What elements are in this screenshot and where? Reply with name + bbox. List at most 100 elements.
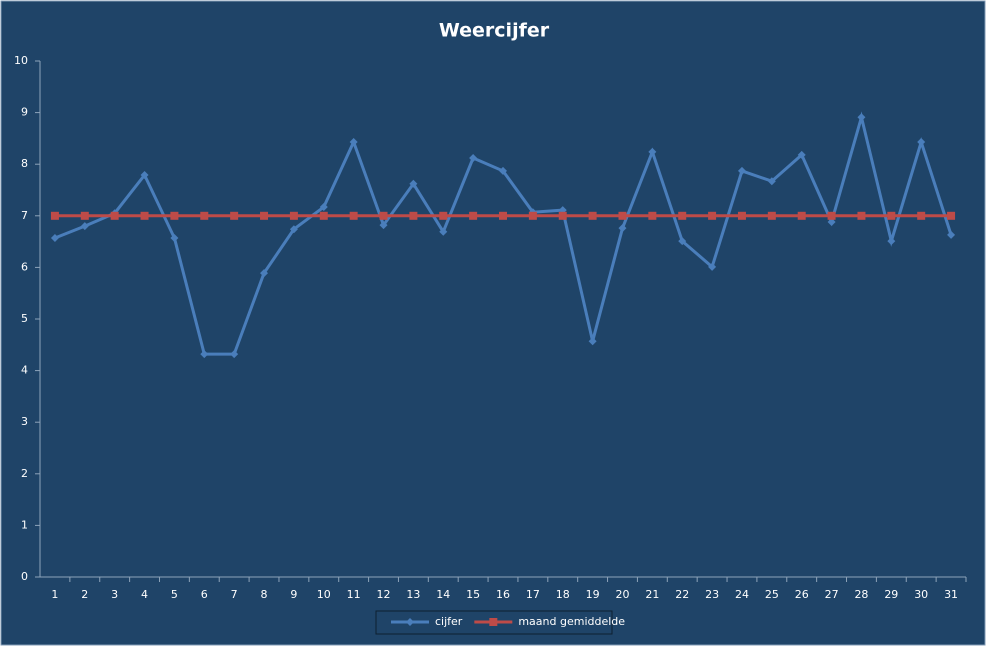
legend-label: cijfer	[435, 615, 463, 628]
data-point	[917, 138, 926, 147]
x-tick-label: 4	[141, 588, 148, 601]
x-tick-label: 17	[526, 588, 540, 601]
data-point	[349, 138, 358, 147]
x-tick-label: 2	[81, 588, 88, 601]
x-tick-label: 31	[944, 588, 958, 601]
data-point	[50, 211, 59, 220]
y-tick-label: 1	[21, 518, 28, 531]
x-tick-label: 13	[406, 588, 420, 601]
data-point	[200, 350, 209, 359]
data-point	[678, 211, 687, 220]
data-point	[289, 225, 298, 234]
data-point	[170, 211, 179, 220]
data-point	[588, 211, 597, 220]
x-tick-label: 27	[825, 588, 839, 601]
chart-title: Weercijfer	[439, 20, 550, 42]
data-point	[499, 166, 507, 175]
data-point	[618, 224, 627, 233]
data-point	[947, 211, 956, 220]
data-point	[887, 237, 896, 246]
x-tick-label: 16	[496, 588, 510, 601]
x-tick-label: 24	[735, 588, 749, 601]
y-tick-label: 3	[21, 415, 28, 428]
x-tick-label: 3	[111, 588, 118, 601]
data-point	[648, 211, 657, 220]
x-tick-label: 20	[615, 588, 629, 601]
x-tick-label: 8	[261, 588, 268, 601]
data-point	[110, 211, 119, 220]
x-tick-label: 29	[884, 588, 898, 601]
y-tick-label: 4	[21, 364, 28, 377]
data-point	[409, 179, 418, 188]
data-point	[887, 211, 896, 220]
data-point	[528, 211, 537, 220]
legend-marker	[406, 618, 414, 626]
x-tick-label: 15	[466, 588, 480, 601]
x-tick-label: 28	[854, 588, 868, 601]
data-point	[708, 211, 717, 220]
data-point	[797, 150, 806, 159]
data-point	[170, 233, 179, 242]
data-point	[140, 211, 149, 220]
x-tick-label: 18	[556, 588, 570, 601]
data-point	[289, 211, 298, 220]
data-point	[827, 211, 836, 220]
y-tick-label: 10	[14, 54, 28, 67]
x-tick-label: 19	[586, 588, 600, 601]
data-point	[469, 154, 478, 163]
x-tick-label: 9	[290, 588, 297, 601]
data-point	[379, 211, 388, 220]
data-point	[827, 217, 836, 226]
data-point	[260, 269, 269, 278]
x-tick-label: 1	[51, 588, 58, 601]
data-point	[588, 337, 597, 346]
x-tick-label: 21	[645, 588, 659, 601]
data-point	[767, 211, 776, 220]
data-point	[737, 166, 746, 175]
x-tick-label: 7	[231, 588, 238, 601]
data-point	[50, 233, 59, 242]
data-point	[230, 350, 239, 359]
legend-marker	[489, 618, 498, 626]
x-tick-label: 10	[317, 588, 331, 601]
y-tick-label: 9	[21, 106, 28, 119]
data-point	[439, 227, 448, 236]
y-tick-label: 5	[21, 312, 28, 325]
data-point	[857, 113, 866, 122]
y-tick-label: 8	[21, 157, 28, 170]
data-point	[319, 211, 328, 220]
data-point	[708, 262, 717, 271]
data-point	[648, 147, 657, 156]
data-point	[469, 211, 478, 220]
y-tick-label: 6	[21, 260, 28, 273]
data-point	[80, 211, 89, 220]
x-tick-label: 12	[377, 588, 391, 601]
x-tick-label: 30	[914, 588, 928, 601]
x-tick-label: 26	[795, 588, 809, 601]
x-tick-label: 11	[347, 588, 361, 601]
x-tick-label: 25	[765, 588, 779, 601]
y-tick-label: 7	[21, 209, 28, 222]
data-point	[379, 221, 388, 230]
data-point	[80, 222, 89, 231]
x-tick-label: 5	[171, 588, 178, 601]
x-tick-label: 23	[705, 588, 719, 601]
data-point	[917, 211, 926, 220]
data-point	[260, 211, 269, 220]
data-point	[499, 211, 507, 220]
x-tick-label: 14	[436, 588, 450, 601]
data-point	[618, 211, 627, 220]
data-point	[409, 211, 418, 220]
x-tick-label: 22	[675, 588, 689, 601]
legend-box	[375, 610, 613, 635]
data-point	[558, 211, 567, 220]
data-point	[319, 203, 328, 212]
data-point	[947, 230, 956, 239]
y-tick-label: 2	[21, 467, 28, 480]
data-point	[797, 211, 806, 220]
data-point	[857, 211, 866, 220]
x-tick-label: 6	[201, 588, 208, 601]
data-point	[200, 211, 209, 220]
